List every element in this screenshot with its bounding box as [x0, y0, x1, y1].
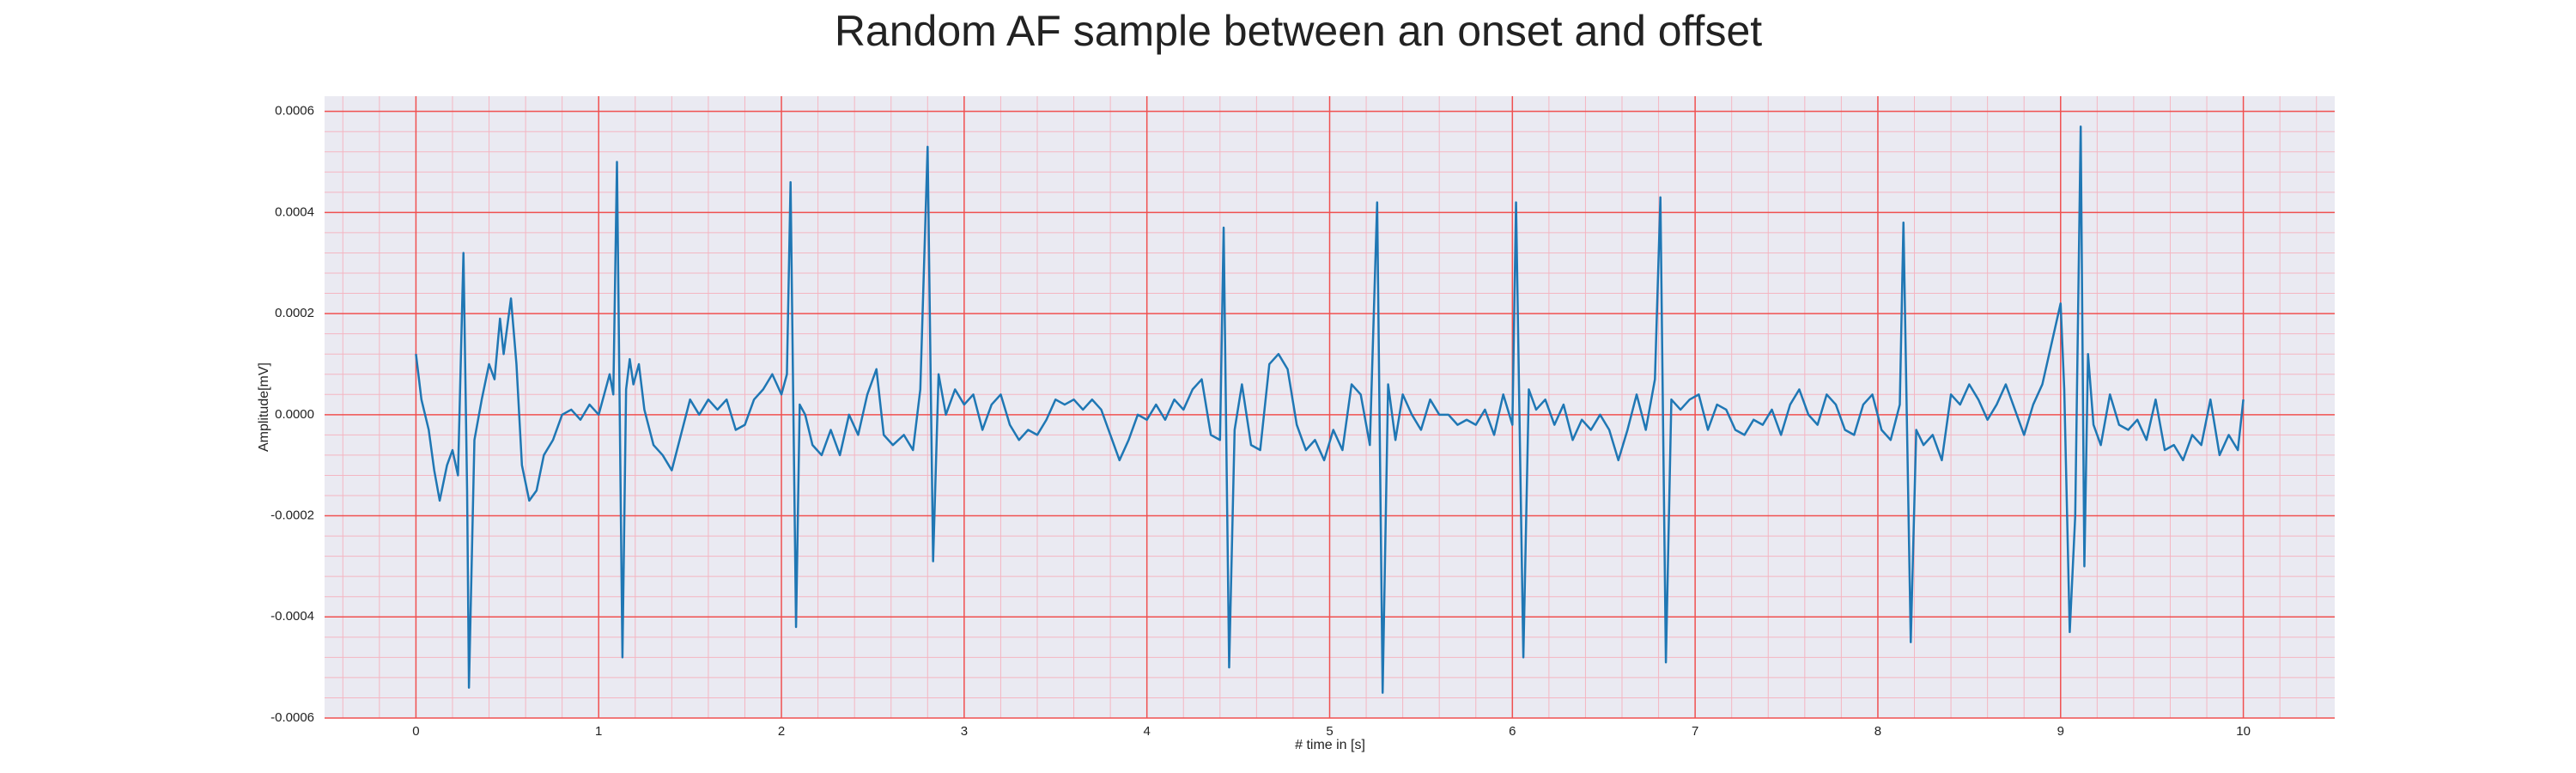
x-tick-label: 10 — [2236, 724, 2251, 739]
y-tick-label: 0.0006 — [275, 104, 314, 119]
y-tick-label: 0.0004 — [275, 204, 314, 219]
y-tick-label: 0.0002 — [275, 306, 314, 320]
x-tick-label: 9 — [2057, 724, 2064, 739]
x-tick-label: 8 — [1874, 724, 1881, 739]
x-tick-label: 1 — [595, 724, 602, 739]
x-tick-label: 3 — [961, 724, 968, 739]
y-tick-label: -0.0002 — [270, 508, 314, 523]
y-tick-label: -0.0004 — [270, 609, 314, 624]
signal-line — [415, 125, 2245, 694]
y-axis-label: Amplitude[mV] — [257, 362, 271, 452]
x-tick-label: 0 — [412, 724, 419, 739]
x-tick-label: 7 — [1692, 724, 1698, 739]
chart-title: Random AF sample between an onset and of… — [835, 7, 1762, 55]
y-tick-label: 0.0000 — [275, 407, 314, 422]
x-tick-label: 2 — [778, 724, 785, 739]
x-tick-label: 4 — [1144, 724, 1151, 739]
y-tick-label: -0.0006 — [270, 710, 314, 725]
x-tick-label: 6 — [1509, 724, 1516, 739]
x-tick-label: 5 — [1326, 724, 1333, 739]
x-axis-label: # time in [s] — [1295, 738, 1365, 752]
